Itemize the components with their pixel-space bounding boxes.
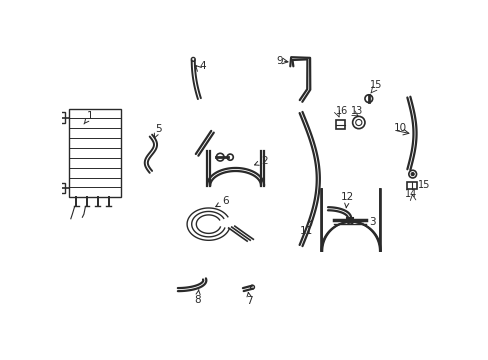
Text: 7: 7 bbox=[246, 292, 252, 306]
Text: 6: 6 bbox=[215, 196, 228, 207]
Text: 13: 13 bbox=[350, 106, 363, 116]
Bar bbox=[407, 182, 416, 189]
Text: 8: 8 bbox=[194, 289, 200, 305]
Text: 15: 15 bbox=[369, 80, 382, 90]
Text: 16: 16 bbox=[335, 106, 347, 116]
Text: 14: 14 bbox=[404, 189, 416, 199]
Text: 3: 3 bbox=[358, 217, 375, 227]
Text: 11: 11 bbox=[299, 220, 312, 236]
Text: 2: 2 bbox=[254, 156, 267, 166]
Bar bbox=[59, 183, 65, 193]
Text: 9: 9 bbox=[276, 56, 282, 66]
Bar bbox=[335, 120, 344, 130]
Text: 15: 15 bbox=[417, 180, 429, 190]
Bar bbox=[68, 109, 121, 197]
Text: 10: 10 bbox=[393, 123, 406, 133]
Bar bbox=[59, 112, 65, 123]
Text: 12: 12 bbox=[340, 192, 353, 208]
Circle shape bbox=[410, 172, 413, 176]
Text: 5: 5 bbox=[154, 125, 161, 138]
Text: 1: 1 bbox=[84, 111, 93, 124]
Text: 4: 4 bbox=[199, 61, 205, 71]
